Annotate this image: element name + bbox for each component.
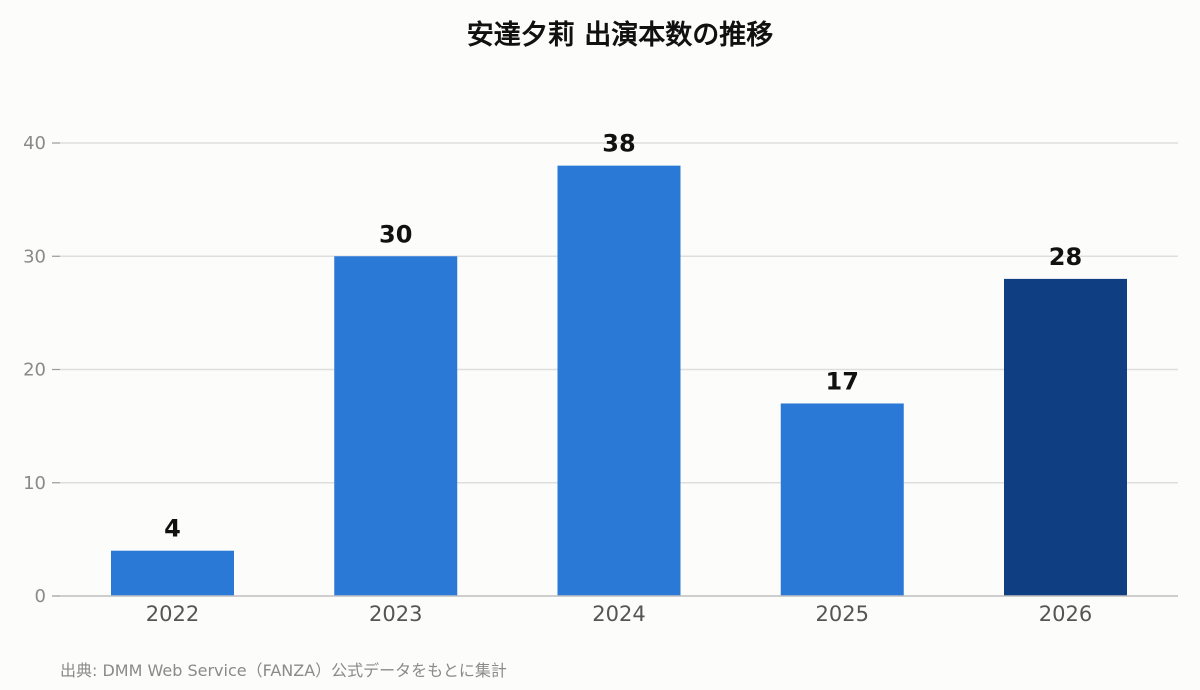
x-tick-label-2026: 2026 [1039,602,1092,626]
source-note: 出典: DMM Web Service（FANZA）公式データをもとに集計 [60,661,507,680]
x-tick-label-2025: 2025 [816,602,869,626]
data-label-2022: 4 [164,515,181,543]
data-label-2026: 28 [1049,243,1082,271]
x-tick-label-2022: 2022 [146,602,199,626]
bar-2026 [1004,278,1127,596]
x-tick-label-2024: 2024 [592,602,645,626]
y-tick-label: 0 [35,586,46,607]
data-labels: 4 30 38 17 28 [164,130,1082,543]
y-tick-label: 20 [23,360,46,381]
bar-2023 [334,256,458,596]
bars [111,165,1127,596]
bar-2022 [111,550,234,596]
bar-2025 [780,403,904,596]
data-label-2023: 30 [379,220,412,248]
data-label-2025: 17 [826,367,859,395]
x-axis-ticks: 2022 2023 2024 2025 2026 [146,602,1092,626]
y-tick-label: 10 [23,473,46,494]
chart-title: 安達夕莉 出演本数の推移 [467,19,773,51]
y-tick-label: 40 [23,133,46,154]
data-label-2024: 38 [602,130,635,158]
x-tick-label-2023: 2023 [369,602,422,626]
y-tick-label: 30 [23,246,46,267]
y-axis-ticks: 0 10 20 30 40 [23,133,60,607]
bar-2024 [557,165,681,596]
